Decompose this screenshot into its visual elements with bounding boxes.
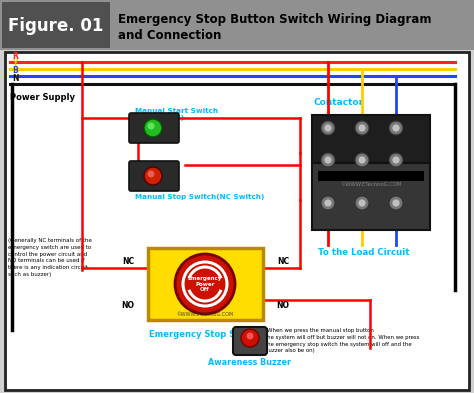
Circle shape — [392, 124, 400, 132]
Text: NO: NO — [121, 301, 135, 310]
Text: NC: NC — [122, 257, 134, 266]
Text: R: R — [12, 52, 18, 61]
Circle shape — [321, 153, 335, 167]
Circle shape — [144, 167, 162, 185]
Text: To the Load Circuit: To the Load Circuit — [318, 248, 410, 257]
Circle shape — [389, 196, 403, 210]
Text: (When we press the manual stop button
the system will off but buzzer will not on: (When we press the manual stop button th… — [265, 328, 419, 353]
Circle shape — [355, 196, 369, 210]
Circle shape — [389, 153, 403, 167]
Circle shape — [147, 123, 155, 130]
Circle shape — [246, 332, 254, 340]
FancyBboxPatch shape — [129, 113, 179, 143]
Text: Emergency Stop Switch: Emergency Stop Switch — [149, 330, 261, 339]
Circle shape — [144, 119, 162, 137]
Circle shape — [389, 121, 403, 135]
Text: Power Supply: Power Supply — [10, 93, 75, 102]
Circle shape — [321, 196, 335, 210]
Text: NO: NO — [276, 301, 290, 310]
Text: (Generally NC terminals of the
emergency switch are used to
control the power ci: (Generally NC terminals of the emergency… — [8, 238, 92, 277]
Circle shape — [324, 124, 332, 132]
Circle shape — [321, 121, 335, 135]
Circle shape — [175, 254, 235, 314]
Circle shape — [392, 199, 400, 207]
Circle shape — [358, 156, 366, 164]
Text: Emergency
Power
Off: Emergency Power Off — [188, 276, 222, 292]
Circle shape — [147, 171, 155, 178]
Bar — [5, 52, 469, 390]
Text: Figure. 01: Figure. 01 — [9, 17, 104, 35]
Bar — [312, 115, 430, 163]
Circle shape — [324, 156, 332, 164]
Bar — [2, 2, 110, 48]
Circle shape — [355, 121, 369, 135]
Text: Awareness Buzzer: Awareness Buzzer — [209, 358, 292, 367]
Bar — [148, 248, 263, 320]
Circle shape — [355, 153, 369, 167]
Circle shape — [324, 199, 332, 207]
Circle shape — [358, 199, 366, 207]
Circle shape — [241, 329, 259, 347]
Text: ©WWW.ETechnoG.COM: ©WWW.ETechnoG.COM — [176, 312, 234, 316]
Bar — [312, 163, 430, 230]
Text: Manual Stop Switch(NC Switch): Manual Stop Switch(NC Switch) — [135, 194, 264, 200]
Text: Manual Start Switch
(NO Switch): Manual Start Switch (NO Switch) — [135, 108, 218, 121]
Text: NC: NC — [277, 257, 289, 266]
Text: B: B — [12, 66, 18, 75]
Bar — [0, 0, 474, 50]
Text: Y: Y — [12, 59, 18, 68]
FancyBboxPatch shape — [233, 327, 267, 355]
Text: ©WWW.ETechnoG.COM: ©WWW.ETechnoG.COM — [340, 182, 401, 187]
Circle shape — [392, 156, 400, 164]
Text: Contactor: Contactor — [314, 98, 364, 107]
Text: Emergency Stop Button Switch Wiring Diagram
and Connection: Emergency Stop Button Switch Wiring Diag… — [118, 13, 431, 42]
Circle shape — [358, 124, 366, 132]
Bar — [318, 171, 424, 181]
Text: N: N — [12, 74, 18, 83]
FancyBboxPatch shape — [129, 161, 179, 191]
